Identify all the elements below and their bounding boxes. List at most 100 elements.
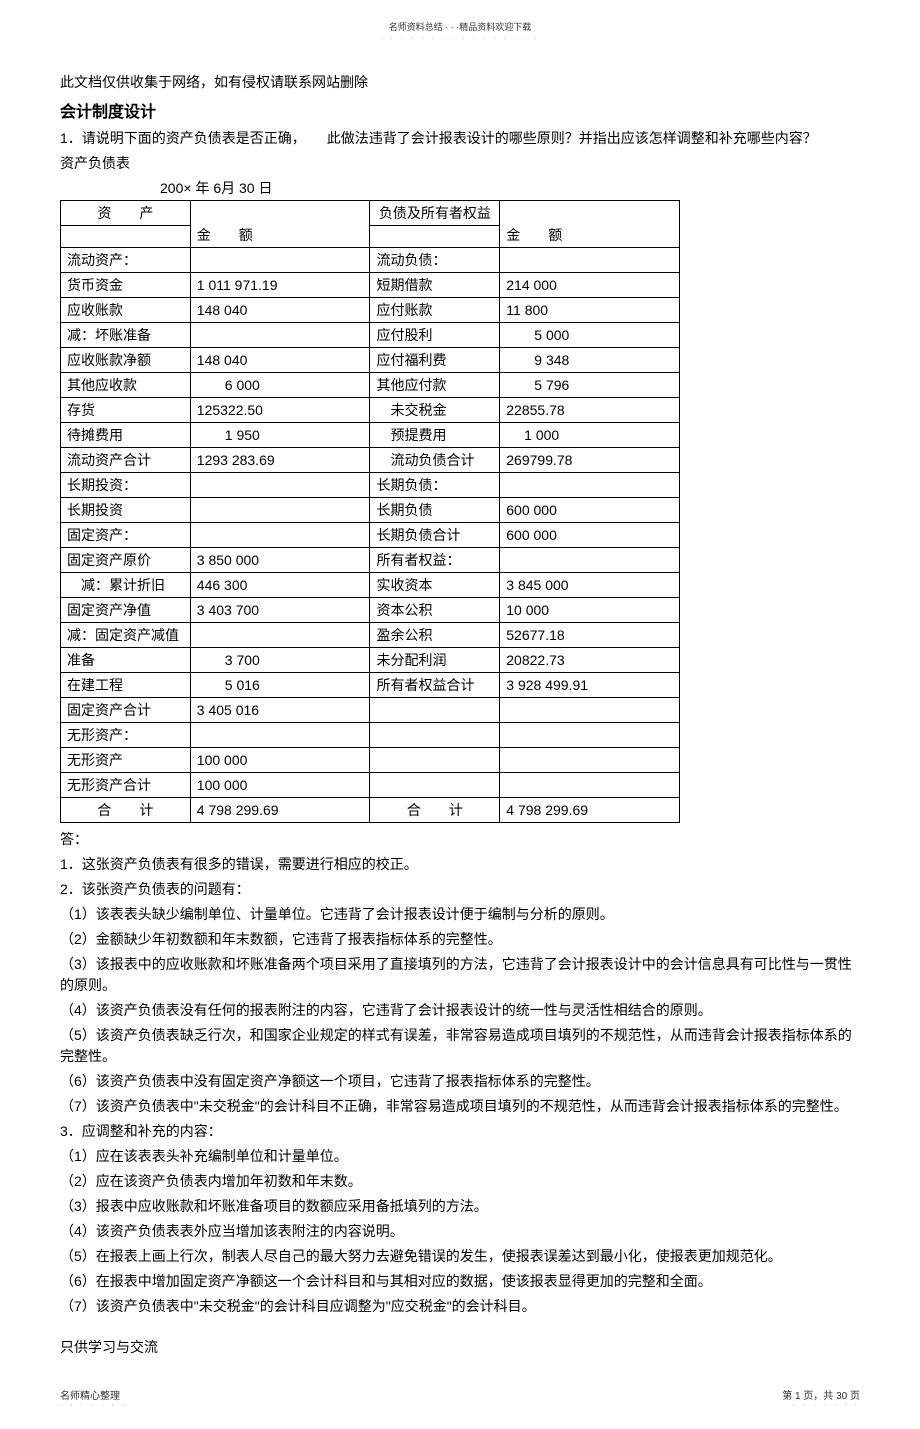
answer-line: （1）应在该表表头补充编制单位和计量单位。: [60, 1146, 860, 1167]
answer-line: （3）报表中应收账款和坏账准备项目的数额应采用备抵填列的方法。: [60, 1196, 860, 1217]
table-row: 货币资金1 011 971.19短期借款214 000: [61, 273, 680, 298]
asset-cell: 减：累计折旧: [61, 573, 191, 598]
amount-right-cell: 5 796: [500, 373, 680, 398]
table-row: 流动资产：流动负债：: [61, 248, 680, 273]
asset-cell: 其他应收款: [61, 373, 191, 398]
table-name: 资产负债表: [60, 153, 860, 174]
table-row: 应收账款净额148 040应付福利费 9 348: [61, 348, 680, 373]
amount-right-cell: 600 000: [500, 498, 680, 523]
table-row: 无形资产合计100 000: [61, 773, 680, 798]
total-asset-label: 合 计: [61, 798, 191, 823]
liab-cell: 实收资本: [370, 573, 500, 598]
liab-cell: 预提费用: [370, 423, 500, 448]
footer-right-text: 第 1 页，共 30 页: [782, 1387, 860, 1402]
amount-left-cell: 446 300: [190, 573, 370, 598]
amount-right-cell: [500, 773, 680, 798]
amount-left-cell: [190, 248, 370, 273]
amount-left-cell: 125322.50: [190, 398, 370, 423]
answer-line: （5）在报表上画上行次，制表人尽自己的最大努力去避免错误的发生，使报表误差达到最…: [60, 1246, 860, 1267]
asset-cell: 减：坏账准备: [61, 323, 191, 348]
answer-line: （4）该资产负债表没有任何的报表附注的内容，它违背了会计报表设计的统一性与灵活性…: [60, 1000, 860, 1021]
liab-cell: [370, 748, 500, 773]
subheader-asset: [61, 226, 191, 248]
total-row: 合 计 4 798 299.69 合 计 4 798 299.69: [61, 798, 680, 823]
liab-cell: 其他应付款: [370, 373, 500, 398]
table-row: 固定资产净值3 403 700资本公积10 000: [61, 598, 680, 623]
amount-right-cell: [500, 473, 680, 498]
balance-sheet-table: 资 产 金 额 负债及所有者权益 金 额 流动资产：流动负债：货币资金1 011…: [60, 200, 680, 823]
answer-line: 3．应调整和补充的内容：: [60, 1121, 860, 1142]
amount-left-cell: 3 405 016: [190, 698, 370, 723]
amount-left-cell: [190, 498, 370, 523]
amount-right-cell: [500, 723, 680, 748]
asset-cell: 无形资产合计: [61, 773, 191, 798]
amount-left-cell: 100 000: [190, 748, 370, 773]
table-row: 在建工程 5 016所有者权益合计3 928 499.91: [61, 673, 680, 698]
liab-cell: 短期借款: [370, 273, 500, 298]
question-text: 1．请说明下面的资产负债表是否正确， 此做法违背了会计报表设计的哪些原则？并指出…: [60, 128, 860, 149]
answer-line: （2）应在该资产负债表内增加年初数和年末数。: [60, 1171, 860, 1192]
amount-right-cell: 9 348: [500, 348, 680, 373]
amount-right-cell: [500, 548, 680, 573]
amount-left-cell: [190, 623, 370, 648]
amount-right-cell: 52677.18: [500, 623, 680, 648]
table-row: 存货125322.50 未交税金22855.78: [61, 398, 680, 423]
table-row: 固定资产合计3 405 016: [61, 698, 680, 723]
amount-right-cell: 3 845 000: [500, 573, 680, 598]
asset-cell: 应收账款净额: [61, 348, 191, 373]
table-row: 待摊费用 1 950 预提费用 1 000: [61, 423, 680, 448]
footer-right-dots: · · · · · · ·: [782, 1402, 860, 1409]
amount-left-cell: 1 011 971.19: [190, 273, 370, 298]
table-row: 无形资产100 000: [61, 748, 680, 773]
table-row: 准备 3 700未分配利润20822.73: [61, 648, 680, 673]
table-row: 减：固定资产减值 盈余公积52677.18: [61, 623, 680, 648]
asset-cell: 无形资产: [61, 748, 191, 773]
answer-line: （7）该资产负债表中"未交税金"的会计科目不正确，非常容易造成项目填列的不规范性…: [60, 1096, 860, 1117]
amount-right-cell: [500, 698, 680, 723]
asset-cell: 长期投资：: [61, 473, 191, 498]
asset-cell: 长期投资: [61, 498, 191, 523]
page-header-tiny: 名师资料总结 · · ·精品资料欢迎下载: [60, 20, 860, 33]
asset-cell: 减：固定资产减值: [61, 623, 191, 648]
amount-right-cell: 600 000: [500, 523, 680, 548]
notice-text: 此文档仅供收集于网络，如有侵权请联系网站删除: [60, 72, 860, 92]
liab-cell: 盈余公积: [370, 623, 500, 648]
liab-cell: 流动负债：: [370, 248, 500, 273]
table-row: 流动资产合计1293 283.69 流动负债合计269799.78: [61, 448, 680, 473]
amount-right-cell: 214 000: [500, 273, 680, 298]
header-asset: 资 产: [61, 201, 191, 226]
liab-cell: [370, 773, 500, 798]
table-row: 固定资产：长期负债合计600 000: [61, 523, 680, 548]
answer-line: 答：: [60, 829, 860, 850]
answer-line: 1．这张资产负债表有很多的错误，需要进行相应的校正。: [60, 854, 860, 875]
liab-cell: 未分配利润: [370, 648, 500, 673]
table-row: 无形资产：: [61, 723, 680, 748]
answer-line: （7）该资产负债表中"未交税金"的会计科目应调整为"应交税金"的会计科目。: [60, 1296, 860, 1317]
amount-right-cell: 22855.78: [500, 398, 680, 423]
footer-left-dots: · · · · · · ·: [60, 1402, 127, 1409]
liab-cell: 所有者权益合计: [370, 673, 500, 698]
amount-left-cell: 6 000: [190, 373, 370, 398]
total-liab-value: 4 798 299.69: [500, 798, 680, 823]
liab-cell: 应付账款: [370, 298, 500, 323]
amount-right-cell: 5 000: [500, 323, 680, 348]
liab-cell: [370, 723, 500, 748]
answer-line: （6）在报表中增加固定资产净额这一个会计科目和与其相对应的数据，使该报表显得更加…: [60, 1271, 860, 1292]
amount-left-cell: 148 040: [190, 298, 370, 323]
liab-cell: 资本公积: [370, 598, 500, 623]
asset-cell: 流动资产合计: [61, 448, 191, 473]
study-note: 只供学习与交流: [60, 1337, 860, 1357]
amount-left-cell: 1293 283.69: [190, 448, 370, 473]
amount-left-cell: 3 700: [190, 648, 370, 673]
table-header-row: 资 产 金 额 负债及所有者权益 金 额: [61, 201, 680, 226]
amount-right-cell: 1 000: [500, 423, 680, 448]
answer-line: （4）该资产负债表表外应当增加该表附注的内容说明。: [60, 1221, 860, 1242]
amount-right-cell: [500, 248, 680, 273]
amount-right-cell: 20822.73: [500, 648, 680, 673]
liab-cell: 应付股利: [370, 323, 500, 348]
answer-line: （1）该表表头缺少编制单位、计量单位。它违背了会计报表设计便于编制与分析的原则。: [60, 904, 860, 925]
asset-cell: 无形资产：: [61, 723, 191, 748]
table-row: 长期投资：长期负债：: [61, 473, 680, 498]
page-header-dots: · · · · · · · · · · · · · · · ·: [60, 35, 860, 42]
answer-line: 2．该张资产负债表的问题有：: [60, 879, 860, 900]
